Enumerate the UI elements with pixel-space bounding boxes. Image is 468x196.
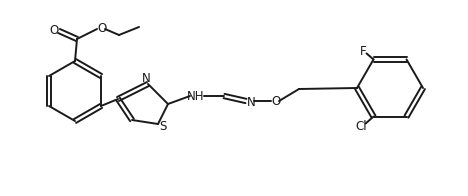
Text: O: O (271, 94, 281, 107)
Text: S: S (159, 120, 167, 132)
Text: O: O (50, 24, 58, 36)
Text: Cl: Cl (356, 120, 367, 133)
Text: NH: NH (187, 90, 205, 103)
Text: F: F (360, 45, 367, 58)
Text: N: N (142, 72, 150, 84)
Text: N: N (247, 95, 256, 109)
Text: O: O (97, 22, 107, 34)
